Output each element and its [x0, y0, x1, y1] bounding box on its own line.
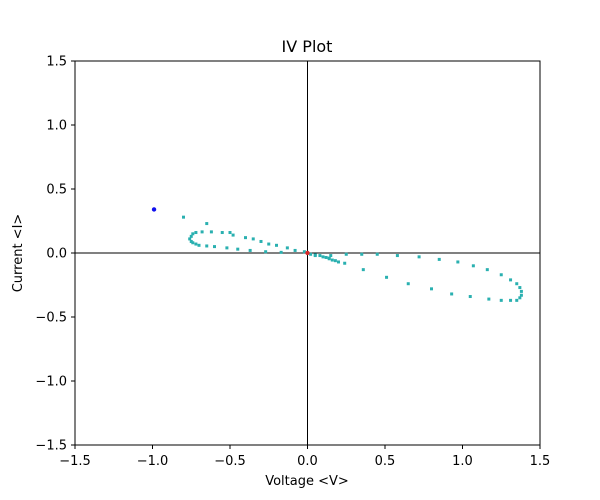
data-point [251, 237, 255, 241]
data-point [220, 231, 224, 235]
data-point [275, 243, 278, 247]
data-point [305, 250, 310, 256]
data-point [515, 298, 519, 302]
data-point [430, 287, 433, 291]
data-point [209, 230, 213, 234]
y-tick-label: 0.5 [46, 183, 67, 198]
data-point [228, 231, 232, 235]
y-tick-label: −0.5 [35, 311, 67, 326]
y-tick-label: 0.0 [46, 247, 67, 262]
data-point [302, 250, 306, 254]
y-tick-label: 1.0 [46, 119, 67, 134]
data-point [151, 207, 157, 212]
data-point [450, 292, 454, 296]
x-tick-label: −1.5 [59, 454, 91, 469]
data-point [225, 246, 229, 250]
x-tick-label: 0.5 [375, 454, 396, 469]
data-point [456, 260, 460, 264]
data-point [188, 237, 192, 241]
data-point [330, 258, 334, 262]
data-point [279, 250, 283, 254]
data-point [344, 252, 348, 256]
chart-title: IV Plot [282, 37, 333, 56]
x-tick-label: 1.5 [530, 454, 551, 469]
data-point [231, 233, 235, 237]
data-point [259, 239, 263, 243]
data-point [417, 255, 421, 259]
data-point [519, 293, 523, 297]
data-point [321, 255, 325, 259]
data-point [509, 298, 513, 302]
data-point [309, 252, 313, 256]
y-axis-title: Current <I> [11, 214, 26, 293]
data-point [189, 234, 193, 238]
data-point [437, 257, 441, 261]
data-point [213, 245, 216, 249]
plot-area [75, 61, 540, 445]
data-point [468, 295, 472, 299]
data-point [329, 254, 333, 258]
data-point [385, 275, 389, 279]
data-point [264, 250, 268, 254]
data-point [182, 215, 185, 219]
y-tick-label: −1.0 [35, 375, 67, 390]
y-tick-label: −1.5 [35, 439, 67, 454]
data-point [191, 241, 195, 245]
data-point [236, 247, 240, 251]
y-tick-label: 1.5 [46, 55, 67, 70]
data-point [518, 296, 522, 300]
x-tick-label: 0.0 [297, 454, 318, 469]
data-point [313, 254, 317, 258]
data-point [205, 222, 209, 226]
x-tick-label: −1.0 [137, 454, 169, 469]
x-tick-label: 1.0 [452, 454, 473, 469]
data-point [361, 268, 365, 272]
data-point [205, 244, 209, 248]
data-point [318, 254, 322, 258]
data-point [285, 246, 289, 250]
data-point [197, 243, 201, 247]
data-point [518, 286, 522, 290]
data-point [499, 298, 503, 302]
data-point [244, 236, 247, 240]
x-axis-title: Voltage <V> [265, 474, 349, 489]
data-point [248, 248, 252, 252]
data-point [194, 242, 198, 246]
data-point [324, 255, 328, 259]
data-point [327, 256, 331, 260]
x-tick-label: −0.5 [214, 454, 246, 469]
data-point [375, 252, 379, 256]
data-point [200, 230, 204, 234]
data-point [293, 248, 297, 252]
data-point [515, 282, 519, 286]
data-point [333, 259, 337, 263]
data-point [267, 242, 271, 246]
data-point [485, 268, 489, 272]
data-point [343, 261, 347, 265]
data-point [509, 278, 513, 282]
data-point [406, 282, 410, 286]
data-point [395, 254, 399, 258]
data-point [519, 289, 523, 293]
data-point [471, 264, 475, 268]
data-point [487, 297, 491, 301]
data-point [499, 273, 503, 277]
data-point [360, 252, 364, 256]
data-point [191, 232, 195, 236]
data-point [337, 260, 340, 264]
data-point [194, 231, 198, 235]
data-point [189, 239, 193, 243]
